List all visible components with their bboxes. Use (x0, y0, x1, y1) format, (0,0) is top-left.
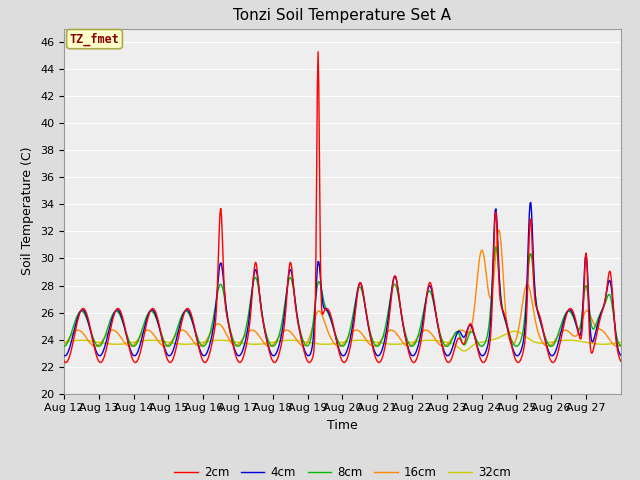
8cm (276, 327, 284, 333)
4cm (125, 344, 133, 349)
8cm (400, 324, 408, 330)
16cm (495, 227, 502, 233)
Line: 16cm: 16cm (64, 230, 621, 346)
4cm (617, 352, 625, 358)
Line: 32cm: 32cm (64, 331, 621, 351)
4cm (277, 334, 285, 340)
8cm (617, 343, 625, 349)
2cm (255, 289, 263, 295)
4cm (432, 311, 440, 316)
32cm (431, 337, 439, 343)
8cm (255, 290, 263, 296)
4cm (527, 200, 534, 205)
Line: 4cm: 4cm (64, 203, 621, 356)
4cm (256, 295, 264, 301)
Text: TZ_fmet: TZ_fmet (70, 33, 120, 46)
32cm (276, 338, 284, 344)
2cm (401, 333, 409, 339)
4cm (228, 339, 236, 345)
32cm (125, 340, 133, 346)
16cm (60, 342, 68, 348)
16cm (161, 343, 169, 349)
2cm (271, 360, 278, 365)
4cm (401, 330, 408, 336)
Line: 2cm: 2cm (64, 52, 621, 362)
16cm (401, 341, 408, 347)
8cm (228, 333, 236, 338)
32cm (511, 328, 518, 334)
8cm (60, 343, 68, 349)
16cm (125, 343, 133, 349)
16cm (256, 335, 264, 340)
16cm (228, 341, 236, 347)
Line: 8cm: 8cm (64, 247, 621, 346)
32cm (255, 341, 263, 347)
16cm (432, 337, 440, 343)
4cm (165, 353, 173, 359)
Title: Tonzi Soil Temperature Set A: Tonzi Soil Temperature Set A (234, 9, 451, 24)
Legend: 2cm, 4cm, 8cm, 16cm, 32cm: 2cm, 4cm, 8cm, 16cm, 32cm (170, 461, 515, 480)
4cm (60, 353, 68, 359)
2cm (433, 313, 440, 319)
2cm (617, 358, 625, 364)
32cm (460, 348, 468, 354)
32cm (400, 341, 408, 347)
2cm (314, 49, 322, 55)
X-axis label: Time: Time (327, 419, 358, 432)
2cm (277, 343, 285, 348)
2cm (125, 345, 133, 351)
Y-axis label: Soil Temperature (C): Soil Temperature (C) (22, 147, 35, 276)
8cm (431, 307, 439, 312)
32cm (228, 338, 236, 344)
32cm (617, 339, 625, 345)
32cm (60, 339, 68, 345)
16cm (617, 342, 625, 348)
8cm (492, 244, 500, 250)
2cm (228, 336, 236, 342)
16cm (277, 331, 285, 337)
2cm (60, 359, 68, 364)
8cm (125, 338, 133, 344)
